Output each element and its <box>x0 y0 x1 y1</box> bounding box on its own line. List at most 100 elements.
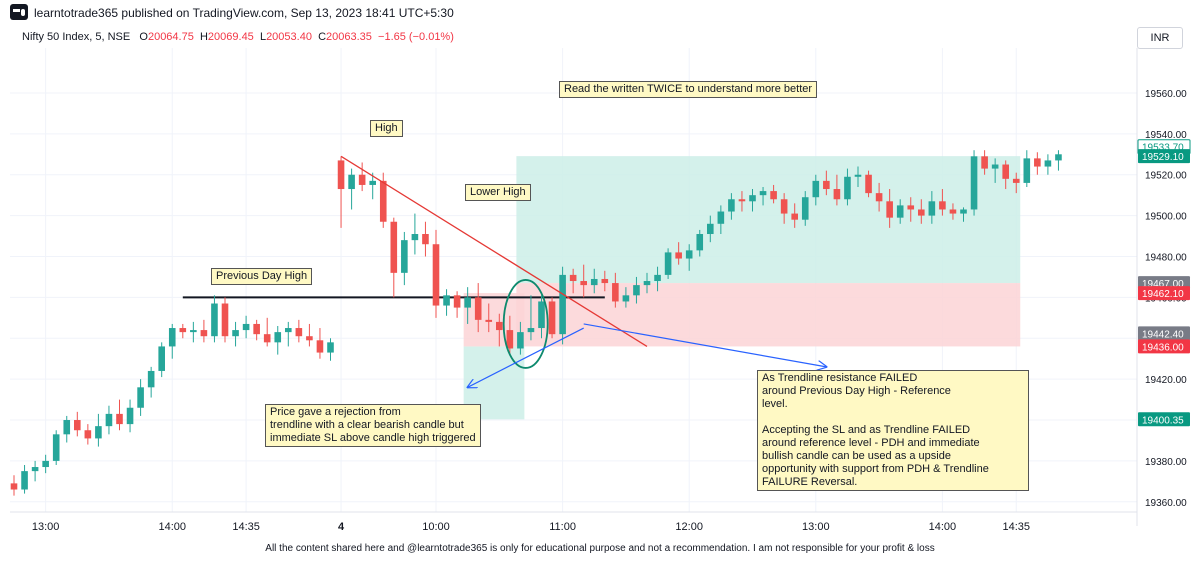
candle-body <box>928 201 936 216</box>
candle-body <box>654 274 661 282</box>
candle-body <box>1012 178 1020 183</box>
candle <box>717 205 725 235</box>
candle <box>253 319 260 341</box>
candle <box>707 215 714 243</box>
candle <box>1012 172 1020 194</box>
candle <box>52 430 60 465</box>
candle <box>358 162 366 192</box>
candle <box>232 321 239 347</box>
candle <box>316 328 324 359</box>
candle-body <box>137 387 144 408</box>
candle <box>749 189 756 212</box>
candle-body <box>242 323 250 331</box>
candle-body <box>126 407 134 425</box>
candle-body <box>21 471 28 490</box>
candle-body <box>1034 158 1041 167</box>
candle <box>348 168 355 210</box>
candle-body <box>854 174 862 177</box>
time-tick-label: 13:00 <box>802 521 830 533</box>
price-label-box <box>1138 286 1190 301</box>
rejection-note: Price gave a rejection from trendline wi… <box>265 404 481 447</box>
time-tick-label: 14:00 <box>158 521 186 533</box>
candle-body <box>190 330 197 333</box>
candle-body <box>780 199 788 214</box>
candle <box>211 295 218 343</box>
candle-body <box>675 252 682 259</box>
currency-button[interactable]: INR <box>1137 27 1183 49</box>
candle <box>823 170 830 196</box>
candle-body <box>200 330 208 337</box>
candle <box>685 244 693 271</box>
candle-body <box>970 156 978 210</box>
candle <box>886 189 893 228</box>
candle <box>158 342 165 378</box>
price-axis: 19360.0019380.0019400.0019420.0019440.00… <box>1136 48 1191 526</box>
price-tick-label: 19560.00 <box>1145 89 1187 100</box>
candle <box>147 366 155 398</box>
symbol-title[interactable]: Nifty 50 Index, 5, NSE <box>22 31 131 43</box>
high-label-note: High <box>370 120 403 137</box>
candle <box>1023 150 1031 187</box>
short-trade <box>463 293 525 420</box>
arrow-to-failure-note <box>583 323 827 367</box>
price-label-text: 19467.00 <box>1142 279 1184 290</box>
candle-body <box>559 274 566 335</box>
price-label-text: 19462.10 <box>1142 289 1184 300</box>
candle-body <box>31 467 39 472</box>
candle-body <box>770 191 777 200</box>
candle-body <box>886 201 893 218</box>
candle-body <box>95 426 102 439</box>
price-tick-label: 19380.00 <box>1145 457 1187 468</box>
time-tick-label: 4 <box>338 521 345 533</box>
candle-body <box>348 174 355 190</box>
candle <box>517 321 524 355</box>
candle-body <box>833 189 841 200</box>
candle <box>432 229 440 318</box>
candle-body <box>939 201 946 210</box>
arrow-to-rejection-note <box>468 327 584 387</box>
candle <box>928 191 936 224</box>
price-label-text: 19400.35 <box>1142 415 1184 426</box>
candle <box>116 399 123 431</box>
candle <box>74 411 81 437</box>
candle-body <box>907 205 915 210</box>
price-label-text: 19533.70 <box>1142 143 1184 154</box>
trendline <box>340 155 648 347</box>
candle-body <box>496 321 503 331</box>
candle <box>168 323 176 359</box>
ohlc-legend: Nifty 50 Index, 5, NSE O20064.75 H20069.… <box>22 31 454 43</box>
time-tick-label: 10:00 <box>422 521 450 533</box>
candle <box>918 199 925 224</box>
open-value: 20064.75 <box>147 31 194 43</box>
candle-body <box>538 301 545 329</box>
price-label: 19462.10 <box>1138 286 1190 301</box>
candle <box>643 272 651 294</box>
candle-body <box>432 244 440 306</box>
candle-body <box>991 164 999 169</box>
candle <box>812 174 820 206</box>
candle-body <box>865 174 872 194</box>
candle-body <box>1002 164 1009 179</box>
candle <box>633 276 640 304</box>
candle-body <box>295 328 303 337</box>
lower-high-note: Lower High <box>465 184 531 201</box>
price-tick-label: 19480.00 <box>1145 252 1187 263</box>
candle <box>738 191 746 212</box>
long-trade <box>516 156 1021 347</box>
highlight-ellipse <box>502 279 549 369</box>
candle-body <box>569 274 577 282</box>
candle-body <box>316 340 324 353</box>
close-value: 20063.35 <box>326 31 372 43</box>
price-label-box <box>1138 412 1190 427</box>
candle-body <box>464 297 471 308</box>
candle-body <box>590 278 598 286</box>
candle-body <box>369 180 376 185</box>
candle-body <box>105 413 113 427</box>
candle-body <box>179 328 187 333</box>
pdh-note: Previous Day High <box>211 268 313 285</box>
price-label: 19400.35 <box>1138 412 1190 427</box>
candle <box>453 291 461 318</box>
candle <box>496 313 503 347</box>
candle <box>42 454 49 474</box>
candle-body <box>612 283 619 302</box>
